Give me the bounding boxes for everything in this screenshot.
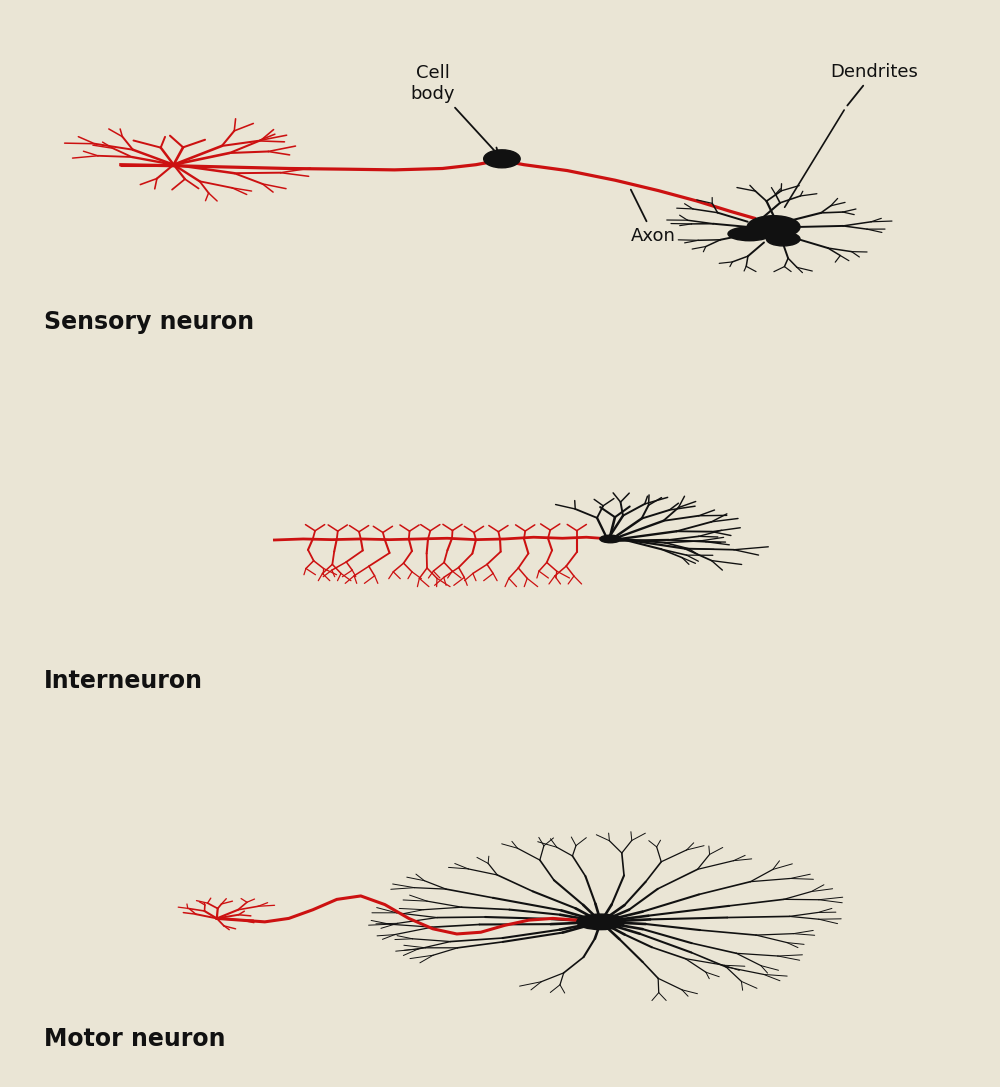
Text: Interneuron: Interneuron <box>44 669 203 692</box>
Text: Sensory neuron: Sensory neuron <box>44 310 254 334</box>
Text: Motor neuron: Motor neuron <box>44 1027 226 1051</box>
Ellipse shape <box>766 233 800 246</box>
Ellipse shape <box>577 914 625 929</box>
Text: Dendrites: Dendrites <box>830 63 918 105</box>
Text: Axon: Axon <box>631 189 676 245</box>
Ellipse shape <box>600 535 621 542</box>
Ellipse shape <box>747 215 800 238</box>
Ellipse shape <box>484 150 520 167</box>
Text: Cell
body: Cell body <box>411 64 499 155</box>
Ellipse shape <box>728 227 771 240</box>
